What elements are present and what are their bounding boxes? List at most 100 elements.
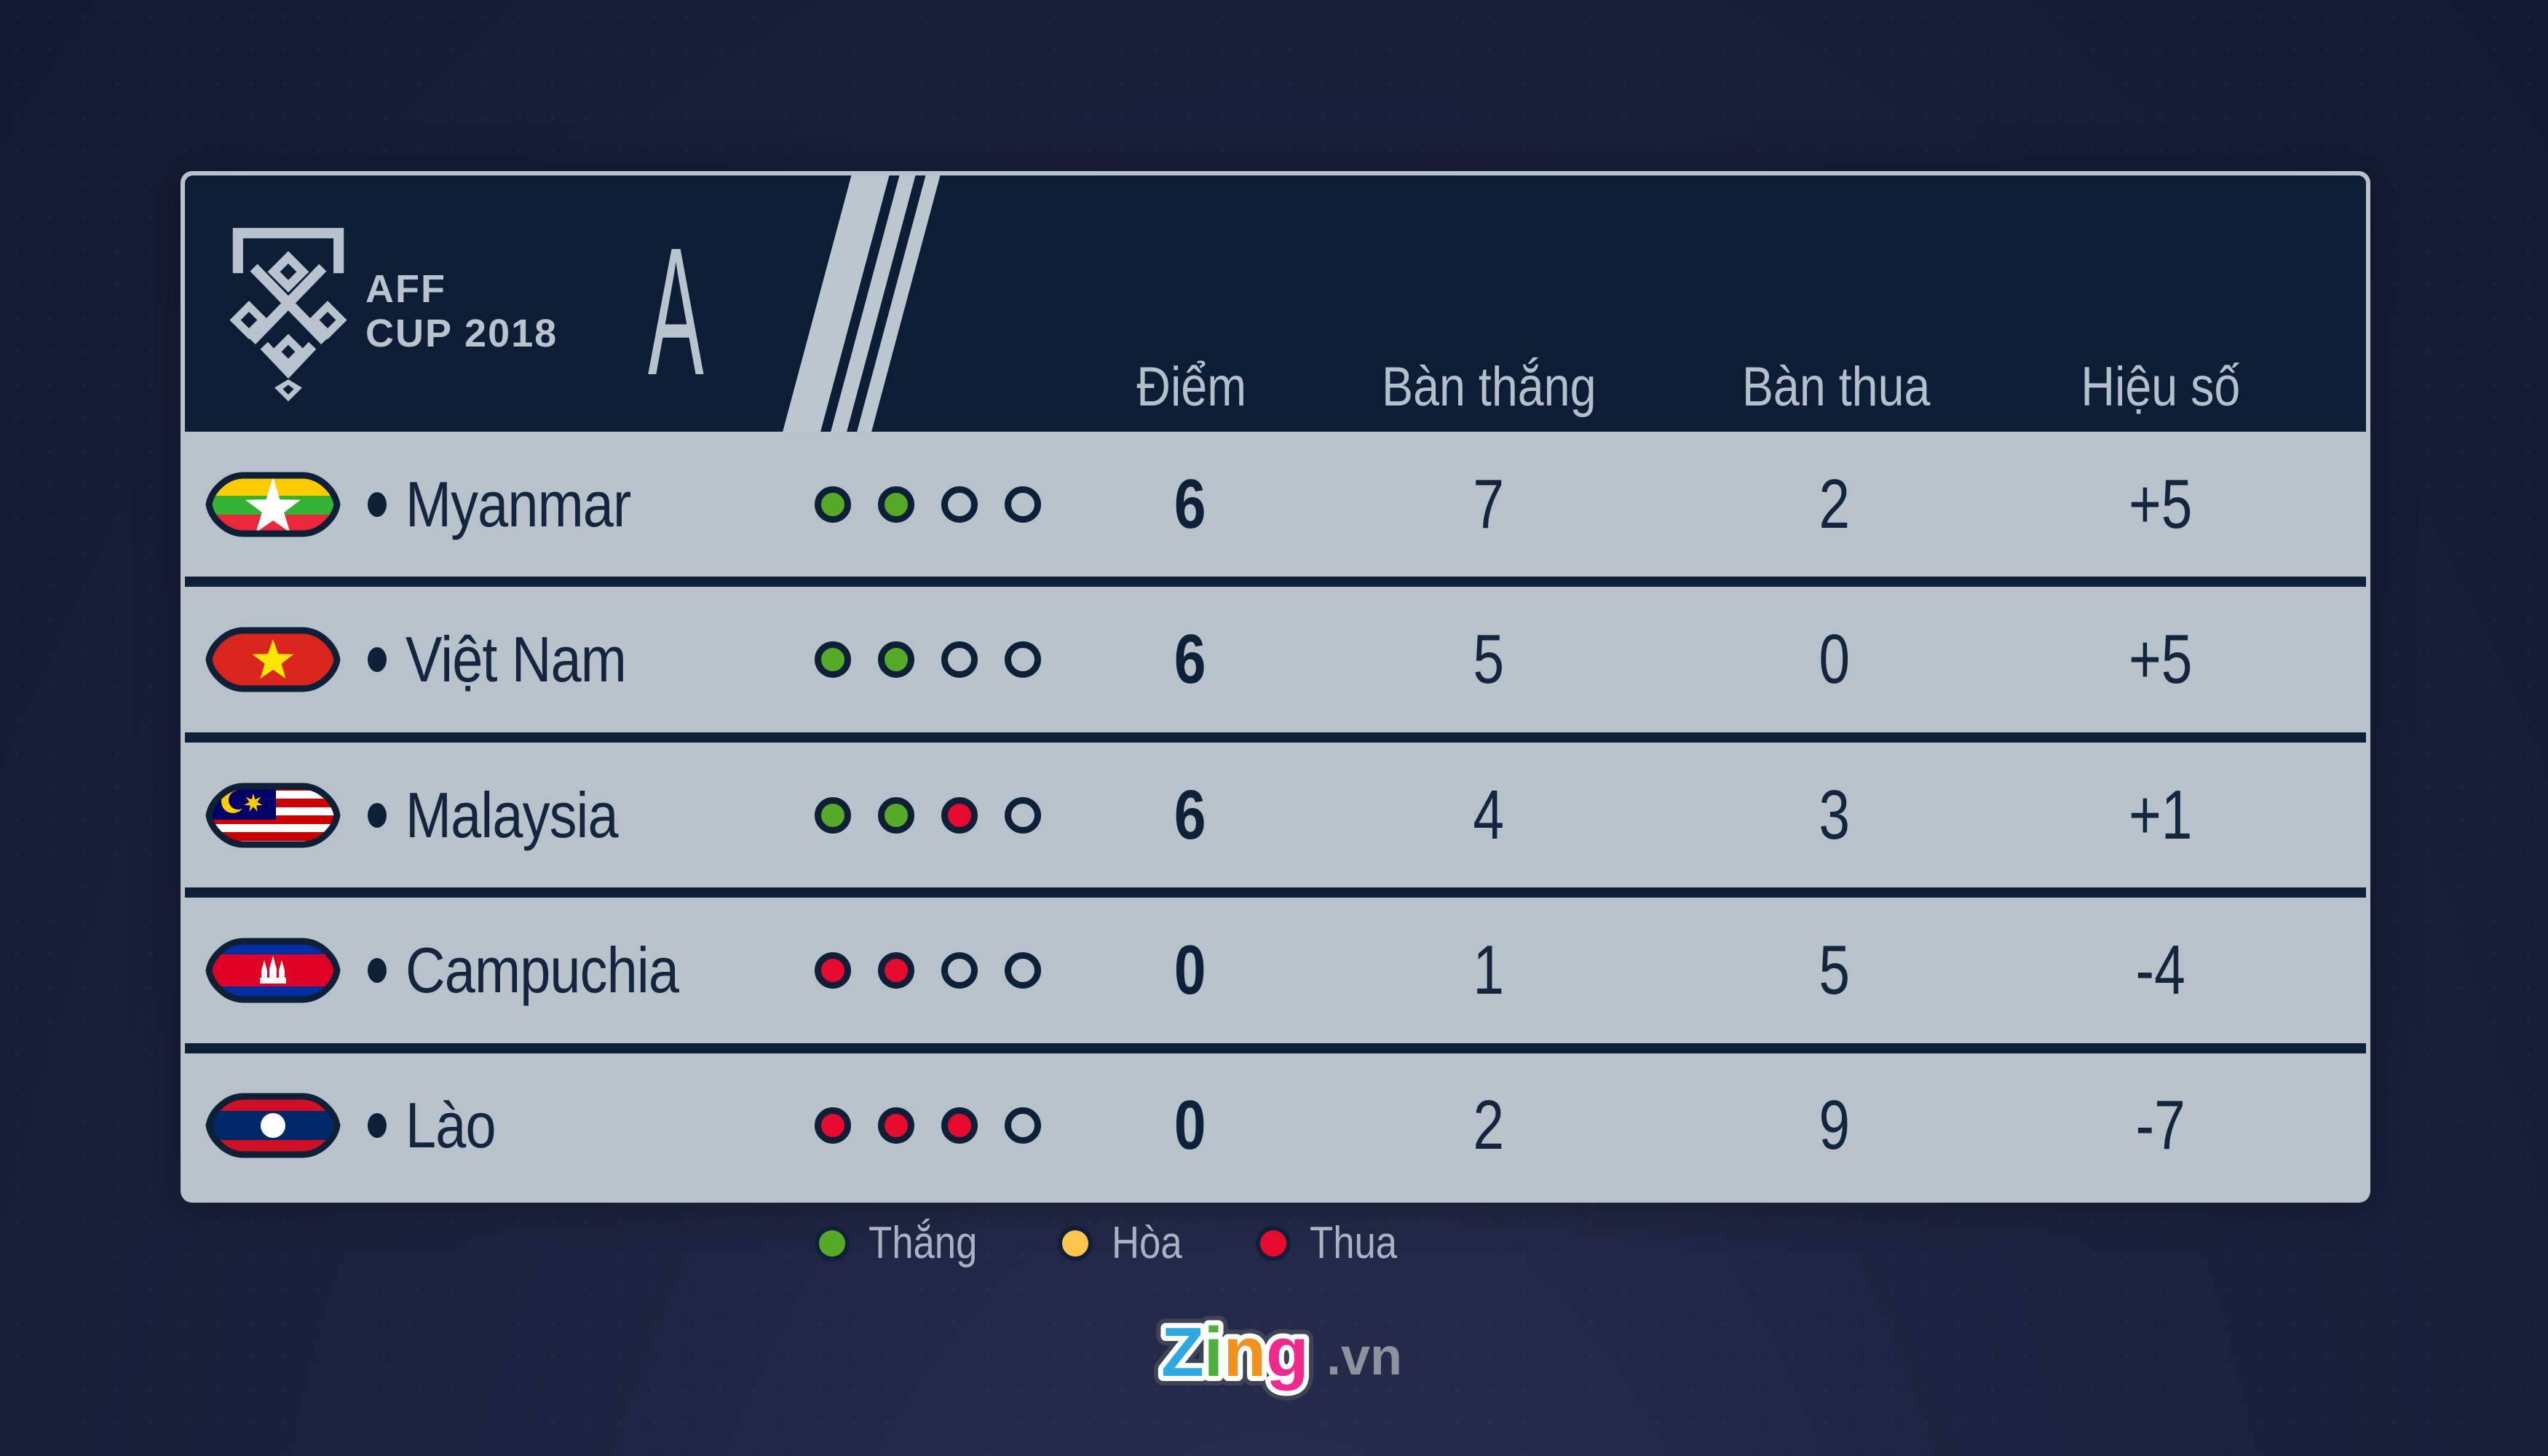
- form-dot-win: [878, 486, 914, 523]
- team-cell: Việt Nam: [185, 587, 794, 732]
- goal-diff-cell: +5: [2009, 620, 2366, 700]
- form-dot-empty: [1005, 641, 1041, 678]
- team-name: Myanmar: [405, 467, 631, 540]
- aff-cup-logo-icon: [229, 228, 347, 402]
- goals-for-cell: 2: [1318, 1085, 1660, 1166]
- table-row: Việt Nam 6 5 0 +5: [185, 577, 2366, 732]
- tournament-wordmark: AFF CUP 2018: [365, 267, 558, 356]
- goals-against-cell: 2: [1660, 464, 2009, 545]
- goals-against-cell: 9: [1660, 1085, 2009, 1166]
- goals-against-value: 9: [1819, 1086, 1851, 1165]
- flag-myanmar-icon: [205, 472, 341, 537]
- form-dot-loss: [815, 951, 851, 989]
- form-dot-win: [878, 796, 914, 834]
- goal-diff-cell: +1: [2009, 775, 2366, 855]
- brand-outline-white: Zing: [1161, 1313, 1309, 1391]
- goals-for-cell: 4: [1318, 775, 1660, 855]
- brand-domain: .vn: [1326, 1328, 1402, 1386]
- points-cell: 6: [1063, 620, 1318, 700]
- goal-diff-cell: -4: [2009, 930, 2366, 1010]
- table-row: Lào 0 2 9 -7: [185, 1042, 2366, 1198]
- points-value: 6: [1174, 775, 1206, 854]
- legend-label-loss: Thua: [1309, 1218, 1397, 1268]
- win-dot-icon: [815, 1225, 850, 1261]
- flag-laos-icon: [205, 1093, 341, 1158]
- form-dot-empty: [1005, 951, 1041, 989]
- goals-against-cell: 0: [1660, 620, 2009, 700]
- goals-against-cell: 5: [1660, 930, 2009, 1010]
- bullet-icon: [368, 1113, 387, 1139]
- form-dot-loss: [878, 1107, 914, 1144]
- loss-dot-icon: [1255, 1225, 1291, 1261]
- group-letter: A: [648, 210, 704, 413]
- column-header-points: Điểm: [1136, 356, 1247, 418]
- form-dot-win: [878, 641, 914, 678]
- goals-against-value: 2: [1819, 464, 1851, 543]
- brand-letter-i: i: [1204, 1313, 1224, 1391]
- team-name: Lào: [405, 1089, 496, 1162]
- legend-item-loss: Thua: [1255, 1217, 1412, 1269]
- goals-against-value: 5: [1819, 930, 1851, 1009]
- flag-malaysia-icon: [205, 783, 341, 848]
- tournament-line1: AFF: [365, 267, 446, 311]
- brand-letter-n: n: [1223, 1313, 1266, 1391]
- zing-vn-logo: Zing Zing Zing .vn: [1152, 1304, 1402, 1401]
- points-value: 0: [1174, 1086, 1206, 1165]
- team-name: Malaysia: [405, 778, 619, 851]
- form-dot-loss: [878, 951, 914, 989]
- form-dots: [794, 486, 1063, 523]
- brand-text: Zing: [1161, 1313, 1309, 1391]
- card-header: AFF CUP 2018 A Điểm Bàn thắng Bàn thua H…: [185, 175, 2366, 432]
- form-dot-loss: [941, 1107, 978, 1144]
- column-header-goals-for: Bàn thắng: [1381, 356, 1597, 418]
- legend-label-win: Thắng: [869, 1218, 978, 1268]
- team-cell: Lào: [185, 1053, 794, 1198]
- team-cell: Myanmar: [185, 432, 794, 577]
- form-dot-loss: [941, 796, 978, 834]
- form-dot-empty: [941, 641, 978, 678]
- points-cell: 0: [1063, 930, 1318, 1010]
- points-value: 6: [1174, 464, 1206, 543]
- goal-diff-value: -7: [2135, 1086, 2186, 1165]
- column-header-goals-against: Bàn thua: [1741, 356, 1931, 418]
- form-dot-loss: [815, 1107, 851, 1144]
- bullet-icon: [368, 802, 387, 828]
- form-dot-empty: [941, 486, 978, 523]
- diagonal-stripes-icon: [781, 175, 942, 432]
- brand-letter-g: g: [1266, 1313, 1309, 1391]
- table-row: Campuchia 0 1 5 -4: [185, 887, 2366, 1042]
- goals-for-cell: 7: [1318, 464, 1660, 545]
- form-dots: [794, 951, 1063, 989]
- bullet-icon: [368, 647, 387, 673]
- team-cell: Campuchia: [185, 898, 794, 1042]
- bullet-icon: [368, 957, 387, 983]
- goals-for-value: 2: [1473, 1086, 1505, 1165]
- brand-outline-dark: Zing: [1161, 1313, 1309, 1391]
- flag-cambodia-icon: [205, 938, 341, 1003]
- table-row: Malaysia 6 4 3 +1: [185, 732, 2366, 887]
- points-value: 6: [1174, 620, 1206, 699]
- goals-against-value: 3: [1819, 775, 1851, 854]
- form-dot-win: [815, 796, 851, 834]
- form-dot-win: [815, 486, 851, 523]
- points-value: 0: [1174, 930, 1206, 1009]
- standings-rows: Myanmar 6 7 2 +5 Việt Nam 6 5 0 +5: [185, 432, 2366, 1198]
- bullet-icon: [368, 491, 387, 517]
- points-cell: 6: [1063, 464, 1318, 545]
- form-dot-empty: [1005, 1107, 1041, 1144]
- goals-for-value: 5: [1473, 620, 1505, 699]
- goals-for-cell: 1: [1318, 930, 1660, 1010]
- goal-diff-value: +5: [2129, 620, 2193, 699]
- legend-item-draw: Hòa: [1057, 1217, 1195, 1269]
- goal-diff-value: +5: [2129, 464, 2193, 543]
- goal-diff-cell: -7: [2009, 1085, 2366, 1166]
- standings-card: AFF CUP 2018 A Điểm Bàn thắng Bàn thua H…: [181, 171, 2370, 1203]
- goal-diff-value: -4: [2135, 930, 2186, 1009]
- goal-diff-cell: +5: [2009, 464, 2366, 545]
- form-dot-empty: [941, 951, 978, 989]
- goals-for-cell: 5: [1318, 620, 1660, 700]
- goal-diff-value: +1: [2129, 775, 2193, 854]
- goals-for-value: 4: [1473, 775, 1505, 854]
- team-name: Việt Nam: [405, 623, 627, 696]
